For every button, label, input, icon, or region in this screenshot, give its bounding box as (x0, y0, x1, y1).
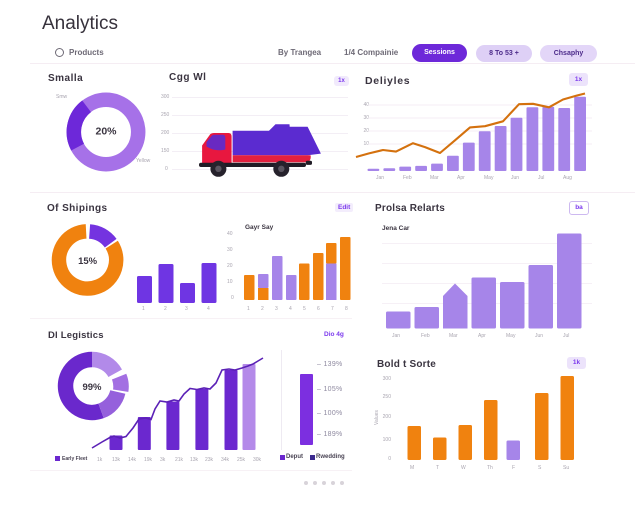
svg-text:15%: 15% (78, 256, 98, 267)
svg-text:99%: 99% (82, 382, 102, 393)
svg-text:20%: 20% (95, 126, 117, 138)
